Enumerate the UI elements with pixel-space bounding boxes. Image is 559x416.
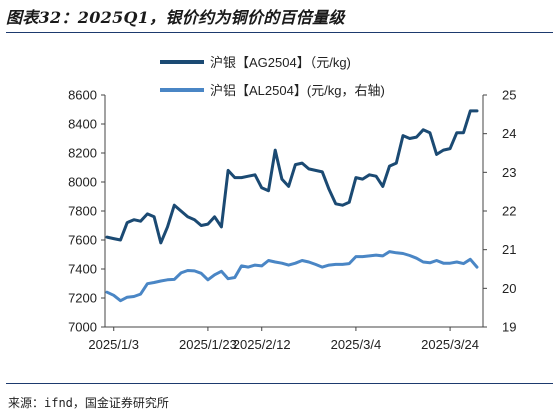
y-left-tick-label: 8400: [68, 117, 97, 132]
footer-divider: [6, 383, 553, 384]
series-line-silver: [105, 109, 479, 245]
x-tick-label: 2025/3/24: [421, 337, 479, 352]
x-tick-label: 2025/3/4: [331, 337, 382, 352]
y-left-tick-label: 8200: [68, 146, 97, 161]
chart-legend: 沪银【AG2504】（元/kg) 沪铝【AL2504】(元/kg，右轴): [160, 55, 385, 98]
title-divider: [6, 32, 553, 33]
source-note: 来源：ifnd，国金证券研究所: [8, 396, 169, 410]
y-left-tick-label: 7600: [68, 233, 97, 248]
series-line-aluminum: [105, 250, 479, 303]
y-right-tick-label: 23: [502, 165, 516, 180]
y-left-tick-label: 8600: [68, 88, 97, 103]
plot-area: [105, 109, 479, 303]
y-left-tick-label: 7000: [68, 320, 97, 335]
y-right-tick-label: 20: [502, 281, 516, 296]
chart-axes: 8600 8400 8200 8000 7800 7600 7400 7200 7000 25 24…: [68, 88, 516, 353]
y-left-tick-label: 8000: [68, 175, 97, 190]
y-right-tick-label: 19: [502, 320, 516, 335]
figure-title: 图表32：2025Q1，银价约为铜价的百倍量级: [6, 8, 345, 27]
y-right-tick-label: 21: [502, 242, 516, 257]
y-left-tick-label: 7800: [68, 204, 97, 219]
x-tick-label: 2025/1/23: [179, 337, 237, 352]
x-tick-label: 2025/2/12: [233, 337, 291, 352]
legend-label-aluminum: 沪铝【AL2504】(元/kg，右轴): [210, 83, 385, 98]
legend-label-silver: 沪银【AG2504】（元/kg): [210, 55, 351, 70]
y-left-tick-label: 7400: [68, 262, 97, 277]
y-right-tick-label: 24: [502, 126, 516, 141]
y-right-tick-label: 22: [502, 204, 516, 219]
x-tick-label: 2025/1/3: [88, 337, 139, 352]
y-left-tick-label: 7200: [68, 291, 97, 306]
y-right-tick-label: 25: [502, 88, 516, 103]
